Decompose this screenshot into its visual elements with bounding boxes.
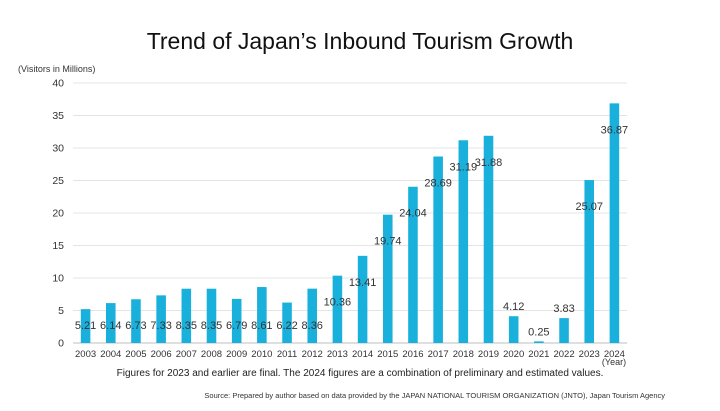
bar-2020 (508, 316, 519, 343)
bar-2018 (458, 140, 469, 343)
x-axis-ticks: 2003 2004 2005 2006 2007 2008 2009 2010 2011 2012… (75, 349, 625, 360)
data-label-2006: 7.33 (150, 320, 171, 332)
x-tick-label-2013: 2013 (327, 349, 348, 360)
x-tick-label-2010: 2010 (251, 349, 272, 360)
data-label-2003: 5.21 (75, 320, 96, 332)
x-tick-label-2020: 2020 (503, 349, 524, 360)
data-label-2020: 4.12 (503, 301, 524, 313)
data-label-2019: 31.88 (475, 157, 503, 169)
x-tick-label-2022: 2022 (553, 349, 574, 360)
data-label-2015: 19.74 (374, 236, 402, 248)
x-tick-label-2009: 2009 (226, 349, 247, 360)
chart-title: Trend of Japan’s Inbound Tourism Growth (146, 28, 574, 54)
data-labels: 5.21 6.14 6.73 7.33 8.35 8.35 6.79 8.61 6.22 8.36… (75, 124, 628, 338)
data-label-2013: 10.36 (324, 297, 352, 309)
y-tick-label: 20 (52, 208, 64, 220)
y-tick-label: 10 (52, 273, 64, 285)
x-tick-label-2016: 2016 (402, 349, 423, 360)
y-tick-label: 30 (52, 143, 64, 155)
x-tick-label-2015: 2015 (377, 349, 398, 360)
data-label-2004: 6.14 (100, 320, 121, 332)
x-tick-label-2024: 2024 (604, 349, 625, 360)
bar-2007 (181, 288, 192, 343)
bar-2009 (231, 298, 242, 343)
y-tick-label: 5 (58, 305, 64, 317)
data-label-2011: 6.22 (276, 320, 297, 332)
bar-2024 (609, 103, 620, 343)
bar-2010 (257, 287, 267, 343)
x-tick-label-2023: 2023 (579, 349, 600, 360)
data-label-2010: 8.61 (251, 320, 272, 332)
bars (80, 103, 620, 343)
x-tick-label-2004: 2004 (100, 349, 121, 360)
data-label-2022: 3.83 (553, 303, 574, 315)
data-label-2018: 31.19 (450, 161, 478, 173)
x-tick-label-2019: 2019 (478, 349, 499, 360)
chart-source: Source: Prepared by author based on data… (204, 391, 665, 400)
bar-2011 (282, 302, 292, 343)
x-tick-label-2006: 2006 (151, 349, 172, 360)
bar-2014 (357, 255, 368, 343)
x-tick-label-2021: 2021 (528, 349, 549, 360)
bar-2005 (131, 299, 141, 343)
data-label-2023: 25.07 (575, 201, 603, 213)
y-axis-label: (Visitors in Millions) (18, 64, 95, 74)
bar-2022 (559, 318, 569, 343)
bar-2017 (433, 156, 443, 343)
bar-2013 (332, 275, 343, 343)
x-tick-label-2014: 2014 (352, 349, 373, 360)
bar-2006 (156, 295, 166, 343)
data-label-2024: 36.87 (601, 124, 629, 136)
data-label-2014: 13.41 (349, 277, 377, 289)
bar-2008 (206, 288, 217, 343)
bar-2003 (80, 309, 91, 343)
data-label-2008: 8.35 (201, 320, 222, 332)
data-label-2009: 6.79 (226, 320, 247, 332)
data-label-2017: 28.69 (424, 178, 452, 190)
data-label-2005: 6.73 (125, 320, 146, 332)
y-tick-label: 40 (52, 78, 64, 90)
bar-2023 (584, 180, 595, 343)
y-tick-label: 25 (52, 175, 64, 187)
y-tick-label: 0 (58, 338, 64, 350)
data-label-2012: 8.36 (302, 320, 323, 332)
bar-2012 (307, 288, 318, 343)
x-axis-label: (Year) (602, 357, 626, 367)
x-tick-label-2011: 2011 (277, 349, 297, 360)
data-label-2007: 8.35 (176, 320, 197, 332)
bar-2016 (408, 186, 418, 343)
bar-2004 (105, 303, 116, 343)
y-tick-label: 15 (52, 240, 64, 252)
x-tick-label-2018: 2018 (453, 349, 474, 360)
x-tick-label-2007: 2007 (176, 349, 197, 360)
bar-2015 (382, 214, 393, 343)
data-label-2021: 0.25 (528, 326, 549, 338)
bar-2021 (534, 341, 544, 343)
x-tick-label-2008: 2008 (201, 349, 222, 360)
bar-2019 (483, 135, 494, 343)
x-tick-label-2003: 2003 (75, 349, 96, 360)
x-tick-label-2012: 2012 (302, 349, 323, 360)
data-label-2016: 24.04 (399, 208, 427, 220)
y-axis-ticks: 0 5 10 15 20 25 30 35 40 (52, 78, 64, 350)
x-tick-label-2017: 2017 (428, 349, 449, 360)
chart-note: Figures for 2023 and earlier are final. … (116, 368, 604, 379)
x-tick-label-2005: 2005 (125, 349, 146, 360)
y-tick-label: 35 (52, 110, 64, 122)
